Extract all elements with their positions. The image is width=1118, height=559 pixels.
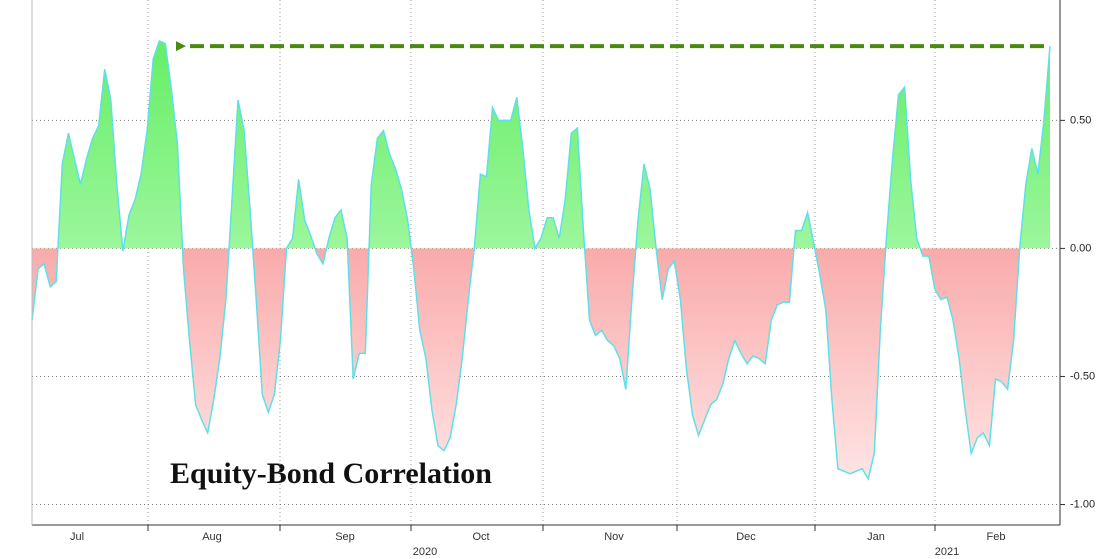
- x-tick-label: Dec: [736, 531, 756, 543]
- x-tick-label: Sep: [335, 531, 355, 543]
- chart-title: Equity-Bond Correlation: [170, 457, 492, 490]
- x-tick-label: Aug: [202, 531, 222, 543]
- y-tick-label: -1.00: [1070, 498, 1095, 510]
- y-tick-label: 0.50: [1070, 114, 1091, 126]
- y-tick-label: -0.50: [1070, 370, 1095, 382]
- x-tick-label: Feb: [987, 531, 1006, 543]
- x-tick-label: Jan: [867, 531, 885, 543]
- year-label: 2021: [935, 546, 959, 558]
- x-tick-label: Nov: [604, 531, 624, 543]
- area-positive: [57, 41, 1050, 249]
- area-negative: [32, 248, 1050, 479]
- x-tick-label: Oct: [472, 531, 489, 543]
- y-tick-label: 0.00: [1070, 242, 1091, 254]
- line: [31, 39, 1051, 481]
- x-tick-label: Jul: [70, 531, 84, 543]
- year-label: 2020: [413, 546, 437, 558]
